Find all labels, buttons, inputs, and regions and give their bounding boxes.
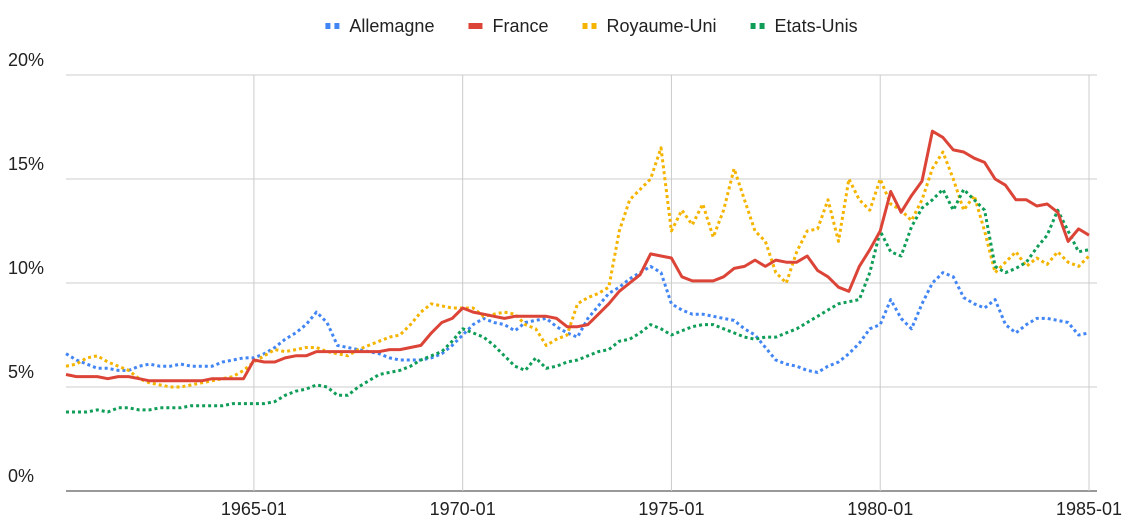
x-tick-label: 1965-01 bbox=[221, 499, 287, 519]
y-tick-label: 0% bbox=[8, 466, 34, 486]
x-tick-label: 1970-01 bbox=[430, 499, 496, 519]
x-tick-label: 1985-01 bbox=[1056, 499, 1122, 519]
series-line bbox=[66, 187, 1090, 414]
y-tick-label: 10% bbox=[8, 258, 44, 278]
legend-marker bbox=[468, 23, 483, 29]
y-tick-label: 15% bbox=[8, 154, 44, 174]
x-tick-label: 1975-01 bbox=[638, 499, 704, 519]
legend-marker bbox=[582, 23, 597, 29]
x-tick-label: 1980-01 bbox=[847, 499, 913, 519]
y-tick-label: 5% bbox=[8, 362, 34, 382]
legend-label: Allemagne bbox=[349, 16, 434, 36]
series-line bbox=[65, 146, 1091, 389]
legend-label: France bbox=[492, 16, 548, 36]
series-line bbox=[65, 264, 1090, 374]
legend-label: Royaume-Uni bbox=[607, 16, 717, 36]
legend-marker bbox=[750, 23, 765, 29]
y-tick-label: 20% bbox=[8, 50, 44, 70]
legend-label: Etats-Unis bbox=[775, 16, 858, 36]
legend-marker bbox=[325, 23, 340, 29]
series-line bbox=[65, 129, 1090, 383]
